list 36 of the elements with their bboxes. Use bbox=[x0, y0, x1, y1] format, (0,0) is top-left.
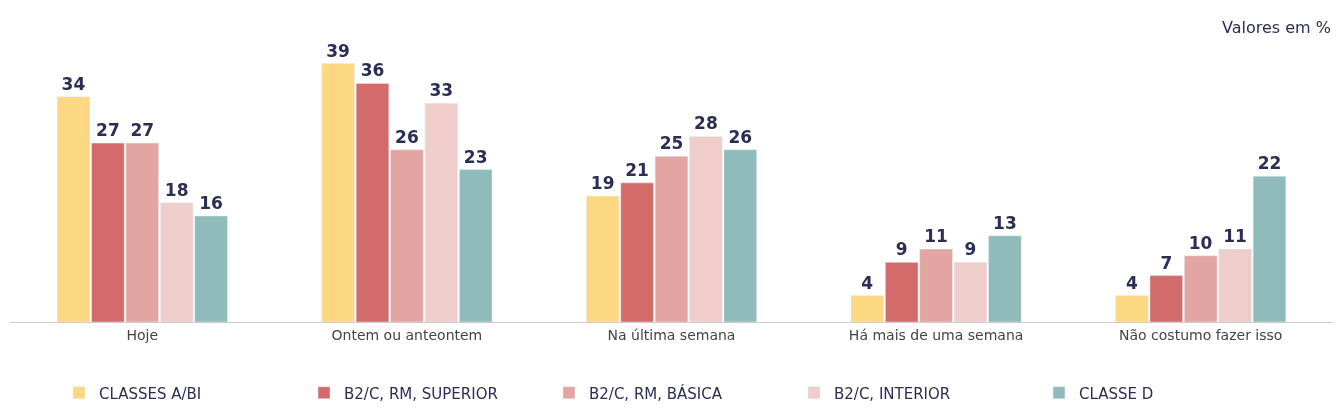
data-label: 39 bbox=[326, 40, 350, 61]
x-tick-label: Hoje bbox=[126, 326, 159, 343]
legend-label: B2/C, RM, SUPERIOR bbox=[344, 384, 498, 403]
data-label: 36 bbox=[360, 60, 385, 81]
data-label: 19 bbox=[590, 173, 615, 194]
text: Valores em % bbox=[1222, 18, 1331, 37]
data-label: 4 bbox=[1125, 272, 1138, 293]
data-label: 11 bbox=[924, 226, 948, 247]
data-label: 16 bbox=[199, 192, 223, 213]
data-label: 7 bbox=[1160, 252, 1173, 273]
data-label: 22 bbox=[1257, 153, 1282, 174]
data-label: 25 bbox=[659, 133, 684, 154]
x-tick-label: Há mais de uma semana bbox=[848, 326, 1024, 343]
data-label: 13 bbox=[993, 212, 1017, 233]
data-label: 23 bbox=[463, 146, 488, 167]
x-tick-label: Na última semana bbox=[607, 326, 736, 343]
data-label: 33 bbox=[429, 80, 454, 101]
data-label: 26 bbox=[728, 126, 753, 147]
legend-label: CLASSES A/BI bbox=[99, 384, 202, 403]
data-label: 28 bbox=[694, 113, 718, 134]
legend-label: CLASSE D bbox=[1079, 384, 1154, 403]
data-label: 9 bbox=[895, 239, 908, 260]
legend-label: B2/C, RM, BÁSICA bbox=[589, 383, 723, 403]
data-label: 10 bbox=[1188, 232, 1213, 253]
data-label: 26 bbox=[395, 126, 419, 147]
data-label: 34 bbox=[61, 73, 86, 94]
data-label: 27 bbox=[130, 120, 155, 141]
data-label: 21 bbox=[625, 159, 649, 180]
data-label: 18 bbox=[164, 179, 189, 200]
data-label: 9 bbox=[964, 239, 977, 260]
data-label: 27 bbox=[96, 120, 120, 141]
data-label: 11 bbox=[1223, 226, 1247, 247]
data-label: 4 bbox=[861, 272, 874, 293]
legend-label: B2/C, INTERIOR bbox=[834, 384, 951, 403]
x-tick-label: Não costumo fazer isso bbox=[1119, 326, 1283, 343]
x-tick-label: Ontem ou anteontem bbox=[331, 326, 483, 343]
